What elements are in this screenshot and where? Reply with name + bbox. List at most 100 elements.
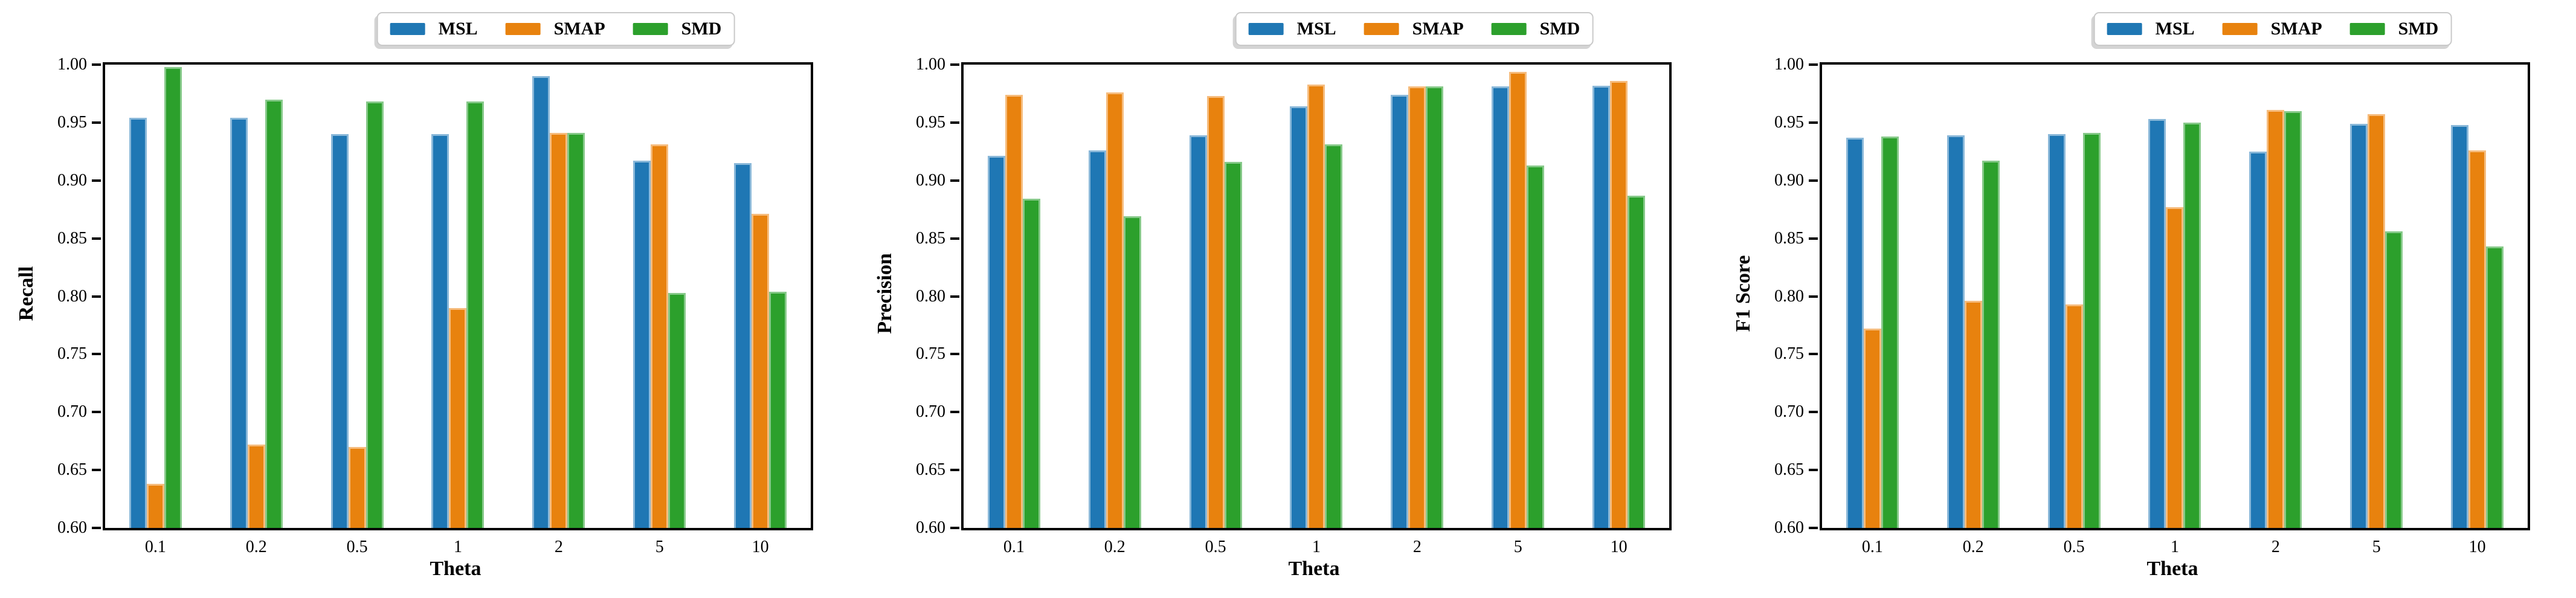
x-tick-label: 1 xyxy=(1312,538,1321,556)
bar-group xyxy=(964,65,1064,528)
bar-smd xyxy=(365,101,384,528)
bar-group xyxy=(105,65,206,528)
chart-panel-recall: Recall 1.00 0.95 0.90 0.85 0.80 0.75 0.70 0.65 0… xyxy=(0,0,859,598)
bar-group xyxy=(1266,65,1367,528)
bar-msl xyxy=(1391,94,1409,528)
bar-group xyxy=(307,65,408,528)
bar-msl xyxy=(532,76,550,528)
bar-msl xyxy=(1946,135,1965,528)
bar-msl xyxy=(330,134,349,528)
x-tick-label: 0.1 xyxy=(1861,538,1883,556)
y-tick-label: 0.95 xyxy=(916,112,945,132)
bar-smd xyxy=(1982,161,2000,528)
bar-smd xyxy=(1628,195,1646,528)
bar-smd xyxy=(2486,246,2504,528)
y-tick-mark xyxy=(1809,121,1818,124)
x-tick-label: 0.5 xyxy=(2063,538,2085,556)
y-tick-label: 0.75 xyxy=(1774,344,1804,364)
y-tick-mark xyxy=(950,179,959,182)
bar-smap xyxy=(2267,109,2285,528)
legend-swatch-smd xyxy=(2349,23,2385,35)
bar-smd xyxy=(2385,231,2403,528)
y-tick-mark xyxy=(950,469,959,472)
bar-group xyxy=(1064,65,1165,528)
y-tick-mark xyxy=(1809,527,1818,529)
y-tick-mark xyxy=(1809,295,1818,298)
x-axis-title: Theta xyxy=(430,558,481,580)
y-tick-label: 1.00 xyxy=(916,55,945,74)
bar-smap xyxy=(2166,207,2184,528)
y-tick-label: 0.85 xyxy=(916,228,945,248)
y-axis-title: Recall xyxy=(15,266,37,321)
plot-area: 1.00 0.95 0.90 0.85 0.80 0.75 0.70 0.65 0.60 0.1 0… xyxy=(1774,56,2530,556)
y-tick-mark xyxy=(1809,237,1818,240)
bar-smd xyxy=(2183,122,2201,528)
y-tick-mark xyxy=(92,527,101,529)
bar-msl xyxy=(1846,137,1864,528)
y-tick-mark xyxy=(92,295,101,298)
legend-label: SMAP xyxy=(553,19,605,39)
bar-smap xyxy=(1206,95,1225,528)
plot-area: 1.00 0.95 0.90 0.85 0.80 0.75 0.70 0.65 0.60 0.1 0… xyxy=(57,56,813,556)
bar-group xyxy=(206,65,307,528)
legend-label: SMAP xyxy=(2270,19,2322,39)
bar-group xyxy=(508,65,609,528)
bar-group xyxy=(2225,65,2326,528)
bar-smd xyxy=(2284,111,2302,528)
y-tick-label: 0.95 xyxy=(1774,112,1804,132)
y-tick-mark xyxy=(950,63,959,66)
x-tick-label: 2 xyxy=(1412,538,1422,556)
x-tick-label: 0.2 xyxy=(1104,538,1125,556)
bar-smap xyxy=(1106,92,1124,528)
bar-smap xyxy=(1005,94,1023,528)
x-axis-title: Theta xyxy=(1288,558,1340,580)
bar-msl xyxy=(1088,150,1106,528)
bar-msl xyxy=(2047,134,2066,528)
bar-smap xyxy=(2065,304,2083,528)
bar-smd xyxy=(1224,162,1242,528)
bar-msl xyxy=(734,163,752,528)
bar-smap xyxy=(651,144,669,528)
bar-smd xyxy=(668,292,686,528)
bar-msl xyxy=(431,134,449,528)
legend-swatch-smd xyxy=(633,23,668,35)
bar-msl xyxy=(987,156,1005,528)
x-tick-label: 0.2 xyxy=(245,538,267,556)
y-tick-mark xyxy=(92,411,101,414)
bar-msl xyxy=(633,161,651,528)
bar-smap xyxy=(1863,329,1881,528)
bar-smd xyxy=(1881,136,1899,528)
legend-item-smd: SMD xyxy=(1491,20,1580,38)
legend-label: MSL xyxy=(1296,19,1336,39)
x-tick-label: 0.5 xyxy=(346,538,368,556)
y-axis-title: F1 Score xyxy=(1732,255,1754,332)
bar-smap xyxy=(1408,86,1426,528)
x-tick-label: 2 xyxy=(2271,538,2280,556)
y-tick-label: 0.90 xyxy=(57,170,87,190)
x-tick-label: 0.2 xyxy=(1962,538,1984,556)
legend: MSL SMAP SMD xyxy=(376,12,735,46)
bar-group xyxy=(1367,65,1467,528)
y-tick-label: 1.00 xyxy=(1774,55,1804,74)
y-tick-label: 1.00 xyxy=(57,55,87,74)
legend-item-msl: MSL xyxy=(2107,20,2195,38)
bar-group xyxy=(1467,65,1568,528)
y-tick-mark xyxy=(1809,469,1818,472)
y-tick-mark xyxy=(1809,411,1818,414)
bar-smap xyxy=(1964,301,1982,528)
chart-panel-f1-score: F1 Score 1.00 0.95 0.90 0.85 0.80 0.75 0.70 0.6… xyxy=(1717,0,2576,598)
chart-panel-precision: Precision 1.00 0.95 0.90 0.85 0.80 0.75 0.70 0.… xyxy=(858,0,1718,598)
bar-msl xyxy=(2249,151,2267,528)
bar-group xyxy=(710,65,811,528)
legend-swatch-smap xyxy=(2222,23,2258,35)
bar-group xyxy=(609,65,710,528)
legend-label: SMD xyxy=(681,19,722,39)
bar-smd xyxy=(265,99,283,528)
bar-smap xyxy=(550,133,568,528)
bar-smap xyxy=(1610,80,1628,528)
bar-smap xyxy=(2368,114,2386,528)
bar-smd xyxy=(2082,133,2101,528)
legend-swatch-smap xyxy=(1364,23,1399,35)
plot-area: 1.00 0.95 0.90 0.85 0.80 0.75 0.70 0.65 0.60 0.1 0… xyxy=(916,56,1672,556)
y-tick-label: 0.90 xyxy=(916,170,945,190)
